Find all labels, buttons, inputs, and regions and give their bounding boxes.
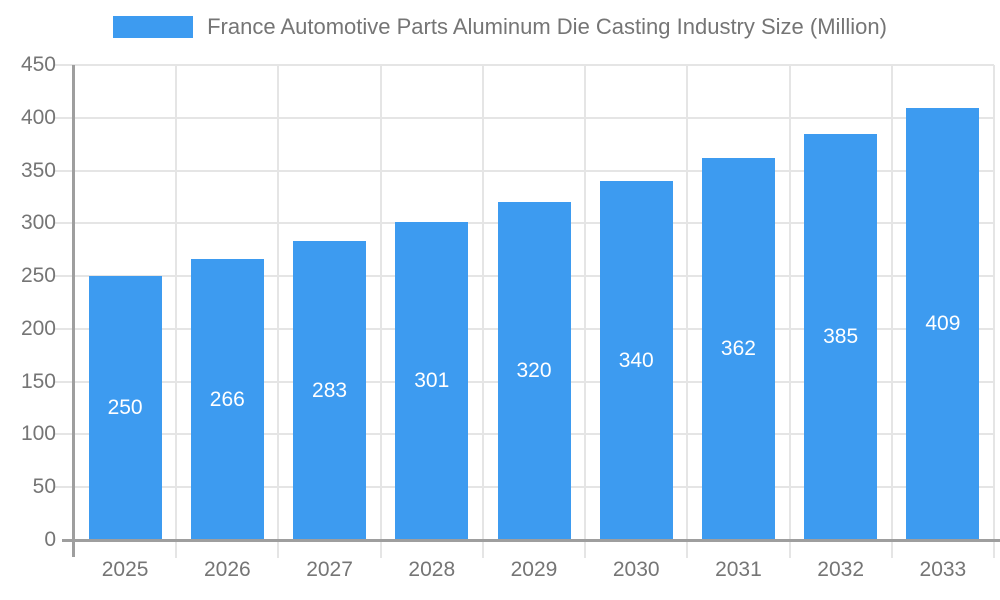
y-tick-label: 200: [20, 316, 56, 340]
bar-value-label: 320: [516, 359, 552, 383]
bar: 301: [395, 222, 469, 540]
bar-value-label: 250: [107, 396, 143, 420]
x-tick-label: 2029: [510, 558, 558, 581]
x-gridline: [379, 65, 382, 558]
y-tick-label: 100: [20, 422, 56, 446]
bar-value-label: 340: [618, 348, 654, 372]
y-tick-label: 250: [20, 264, 56, 288]
bar-value-label: 283: [312, 378, 348, 402]
x-axis-line: [62, 539, 1000, 542]
x-tick-label: 2027: [306, 558, 353, 581]
x-tick-label: 2028: [408, 558, 456, 581]
y-gridline: [55, 64, 994, 66]
y-tick-label: 400: [20, 105, 56, 129]
bar: 266: [190, 259, 264, 540]
bar: 320: [497, 202, 571, 540]
y-tick-label: 450: [20, 53, 56, 76]
legend: France Automotive Parts Aluminum Die Cas…: [0, 14, 1000, 40]
x-gridline: [993, 65, 995, 558]
y-tick-label: 150: [20, 369, 56, 393]
x-gridline: [890, 65, 893, 558]
bar: 283: [293, 241, 367, 540]
y-tick-label: 50: [32, 475, 56, 499]
x-tick-label: 2032: [817, 558, 865, 581]
bar: 340: [599, 181, 673, 540]
y-tick-label: 350: [20, 158, 56, 182]
x-gridline: [686, 65, 689, 558]
x-gridline: [788, 65, 791, 558]
x-gridline: [277, 65, 280, 558]
bar: 250: [88, 276, 162, 540]
x-gridline: [175, 65, 178, 558]
x-tick-label: 2031: [715, 558, 762, 581]
bar-value-label: 409: [925, 312, 961, 336]
bar-value-label: 301: [414, 369, 450, 393]
bar: 362: [701, 157, 775, 540]
bar: 385: [804, 133, 878, 540]
y-tick-label: 300: [20, 211, 56, 235]
bar-value-label: 362: [720, 336, 756, 360]
chart-title: France Automotive Parts Aluminum Die Cas…: [207, 14, 887, 39]
x-gridline: [481, 65, 484, 558]
x-tick-label: 2025: [101, 558, 149, 581]
x-gridline: [584, 65, 587, 558]
legend-swatch[interactable]: [113, 16, 194, 38]
x-tick-label: 2033: [919, 558, 967, 581]
x-tick-label: 2026: [203, 558, 251, 581]
y-gridline: [55, 116, 994, 119]
bar-value-label: 385: [823, 324, 859, 348]
y-tick-label: 0: [44, 528, 56, 551]
x-tick-label: 2030: [612, 558, 660, 581]
y-gridline: [55, 169, 994, 172]
y-axis-line: [72, 65, 75, 557]
bar: 409: [906, 108, 980, 540]
bar-value-label: 266: [209, 387, 245, 411]
